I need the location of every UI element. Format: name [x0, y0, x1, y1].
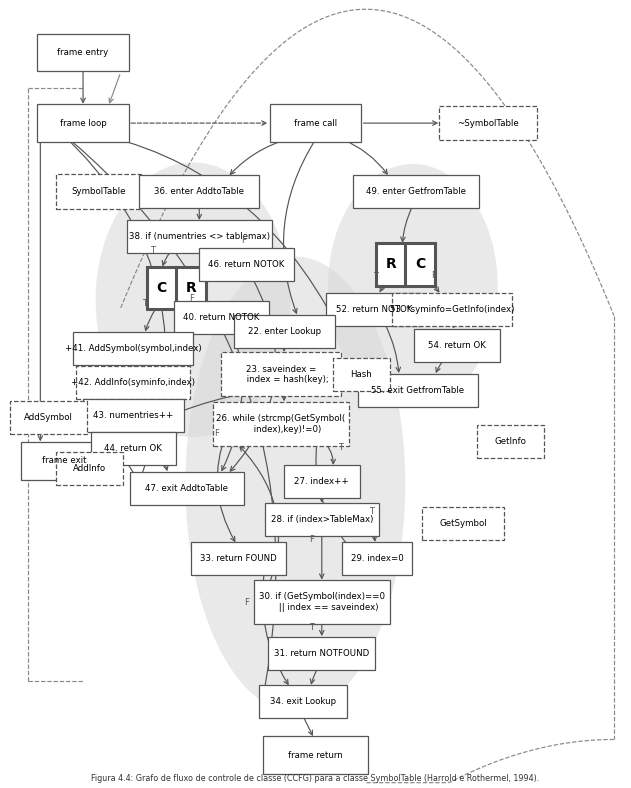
Text: frame exit: frame exit	[42, 456, 86, 465]
Text: frame entry: frame entry	[57, 48, 109, 57]
Ellipse shape	[186, 257, 405, 712]
FancyBboxPatch shape	[414, 329, 500, 362]
FancyBboxPatch shape	[199, 248, 294, 281]
Text: 43. numentries++: 43. numentries++	[93, 411, 174, 421]
Text: 40. return NOTOK: 40. return NOTOK	[183, 314, 259, 322]
Text: GetSymbol: GetSymbol	[439, 519, 487, 528]
FancyBboxPatch shape	[139, 175, 259, 208]
Text: T: T	[150, 246, 155, 255]
FancyBboxPatch shape	[376, 243, 406, 285]
FancyBboxPatch shape	[284, 466, 360, 499]
FancyBboxPatch shape	[477, 425, 543, 458]
Text: F: F	[244, 597, 249, 607]
Text: frame return: frame return	[288, 751, 343, 760]
FancyBboxPatch shape	[353, 175, 479, 208]
Text: F: F	[214, 429, 219, 438]
FancyBboxPatch shape	[263, 736, 368, 774]
Text: 49. enter GetfromTable: 49. enter GetfromTable	[366, 187, 466, 196]
FancyBboxPatch shape	[56, 452, 122, 485]
Text: F: F	[309, 535, 314, 544]
Text: 34. exit Lookup: 34. exit Lookup	[270, 697, 336, 706]
Text: 36. enter AddtoTable: 36. enter AddtoTable	[154, 187, 244, 196]
Text: frame call: frame call	[294, 119, 337, 128]
Text: 26. while (strcmp(GetSymbol(
     index),key)!=0): 26. while (strcmp(GetSymbol( index),key)…	[216, 414, 346, 433]
Text: T: T	[309, 623, 314, 633]
FancyBboxPatch shape	[269, 104, 362, 142]
FancyBboxPatch shape	[268, 637, 375, 670]
FancyBboxPatch shape	[11, 401, 86, 434]
FancyBboxPatch shape	[422, 507, 504, 540]
Text: 29. index=0: 29. index=0	[351, 555, 403, 563]
FancyBboxPatch shape	[405, 243, 435, 285]
Ellipse shape	[96, 162, 290, 437]
FancyBboxPatch shape	[91, 433, 176, 466]
FancyBboxPatch shape	[259, 686, 347, 719]
Text: T: T	[142, 299, 147, 308]
Text: 30. if (GetSymbol(index)==0
     || index == saveindex): 30. if (GetSymbol(index)==0 || index == …	[259, 593, 385, 611]
Text: T: T	[370, 507, 375, 516]
Text: 38. if (numentries <> tablemax): 38. if (numentries <> tablemax)	[129, 232, 270, 241]
FancyBboxPatch shape	[174, 301, 269, 334]
FancyBboxPatch shape	[254, 580, 389, 624]
Text: GetInfo: GetInfo	[494, 437, 526, 445]
Text: 23. saveindex =
     index = hash(key);: 23. saveindex = index = hash(key);	[233, 365, 329, 384]
Text: T: T	[338, 443, 343, 452]
FancyBboxPatch shape	[37, 104, 129, 142]
Text: AddSymbol: AddSymbol	[24, 413, 73, 422]
FancyBboxPatch shape	[358, 374, 478, 407]
Text: 31. return NOTFOUND: 31. return NOTFOUND	[274, 649, 369, 658]
Text: T: T	[374, 272, 379, 281]
FancyBboxPatch shape	[146, 267, 177, 309]
Text: 28. if (index>TableMax): 28. if (index>TableMax)	[271, 515, 373, 524]
Text: F: F	[189, 294, 194, 303]
FancyBboxPatch shape	[176, 267, 206, 309]
FancyBboxPatch shape	[56, 174, 141, 209]
Text: 52. return NOTOK: 52. return NOTOK	[336, 305, 412, 314]
Text: C: C	[415, 258, 425, 271]
Text: 46. return NOTOK: 46. return NOTOK	[208, 260, 285, 269]
Text: Figura 4.4: Grafo de fluxo de controle de classe (CCFG) para a classe SymbolTabl: Figura 4.4: Grafo de fluxo de controle d…	[91, 774, 540, 782]
Text: 27. index++: 27. index++	[295, 478, 349, 486]
Text: +42. AddInfo(syminfo,index): +42. AddInfo(syminfo,index)	[71, 377, 196, 387]
FancyBboxPatch shape	[392, 292, 512, 325]
Text: +41. AddSymbol(symbol,index): +41. AddSymbol(symbol,index)	[65, 344, 202, 353]
Text: 33. return FOUND: 33. return FOUND	[201, 555, 277, 563]
Text: R: R	[186, 281, 196, 295]
Text: R: R	[386, 258, 396, 271]
FancyBboxPatch shape	[326, 292, 422, 325]
FancyBboxPatch shape	[191, 542, 286, 575]
Text: 53. *syminfo=GetInfo(index): 53. *syminfo=GetInfo(index)	[390, 305, 515, 314]
Text: 22. enter Lookup: 22. enter Lookup	[247, 327, 321, 336]
FancyBboxPatch shape	[21, 442, 107, 480]
Text: AddInfo: AddInfo	[73, 464, 106, 473]
Text: 54. return OK: 54. return OK	[428, 341, 486, 350]
Text: Hash: Hash	[350, 370, 372, 379]
FancyBboxPatch shape	[265, 504, 379, 536]
FancyBboxPatch shape	[439, 106, 537, 140]
FancyBboxPatch shape	[127, 221, 272, 254]
Text: F: F	[431, 271, 436, 280]
FancyBboxPatch shape	[233, 314, 334, 348]
Text: frame loop: frame loop	[60, 119, 107, 128]
FancyBboxPatch shape	[76, 366, 190, 399]
Text: SymbolTable: SymbolTable	[71, 187, 126, 196]
Text: 47. exit AddtoTable: 47. exit AddtoTable	[145, 484, 228, 492]
Ellipse shape	[328, 164, 498, 407]
Text: F: F	[241, 236, 245, 245]
Text: ~SymbolTable: ~SymbolTable	[457, 119, 519, 128]
FancyBboxPatch shape	[342, 542, 412, 575]
FancyBboxPatch shape	[73, 332, 193, 365]
FancyBboxPatch shape	[37, 34, 129, 71]
FancyBboxPatch shape	[130, 472, 244, 505]
FancyBboxPatch shape	[333, 358, 390, 391]
FancyBboxPatch shape	[83, 400, 184, 433]
FancyBboxPatch shape	[221, 352, 341, 396]
FancyBboxPatch shape	[213, 402, 349, 446]
Text: 55. exit GetfromTable: 55. exit GetfromTable	[371, 385, 464, 395]
Text: 44. return OK: 44. return OK	[104, 444, 162, 453]
Text: C: C	[156, 281, 167, 295]
